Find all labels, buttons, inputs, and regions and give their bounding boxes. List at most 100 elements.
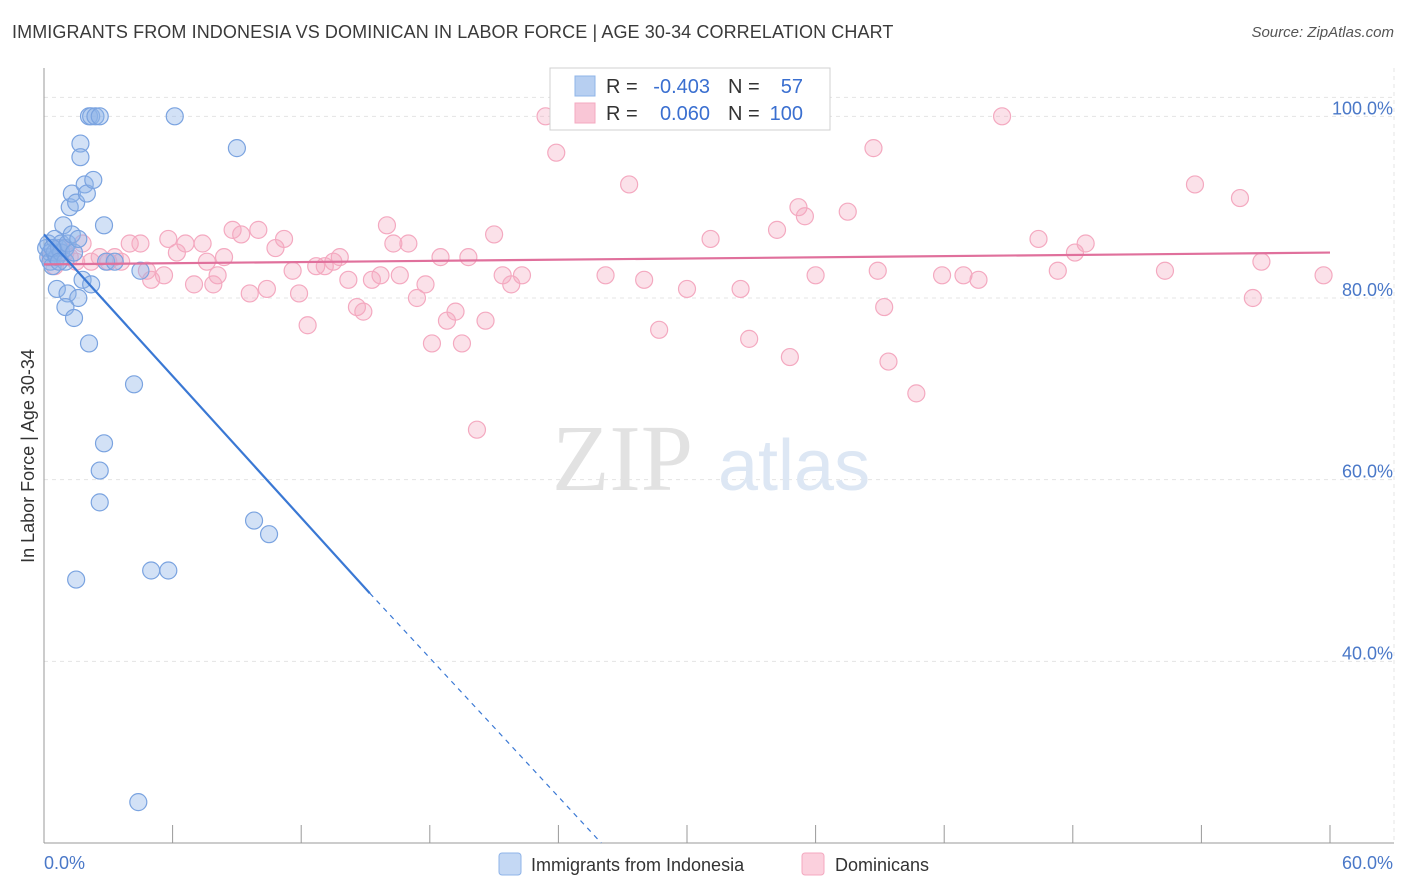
chart-source: Source: ZipAtlas.com	[1251, 24, 1394, 41]
axes-layer	[43, 68, 1394, 844]
dominicans-point	[1230, 188, 1250, 208]
indonesia-point	[131, 261, 150, 280]
indonesia-point	[67, 570, 86, 589]
dominicans-point	[1076, 234, 1095, 253]
dominicans-point	[407, 288, 427, 308]
indonesia-trend-extension	[369, 592, 602, 844]
indonesia-point	[124, 375, 144, 394]
dominicans-point	[596, 266, 615, 285]
dominicans-point	[193, 234, 212, 253]
dominicans-point	[377, 216, 397, 235]
dominicans-point	[416, 275, 435, 294]
dominicans-point	[431, 248, 450, 267]
dominicans-point	[932, 266, 952, 285]
legend-label-dominicans[interactable]: Dominicans	[835, 855, 929, 875]
chart-title: IMMIGRANTS FROM INDONESIA VS DOMINICAN I…	[12, 22, 894, 42]
dominicans-point	[208, 266, 227, 285]
dominicans-point	[384, 234, 403, 253]
dominicans-point	[512, 266, 532, 285]
x-tick-label-max: 60.0%	[1342, 853, 1393, 873]
dominicans-trend-line	[43, 251, 1331, 266]
indonesia-point	[58, 284, 77, 303]
indonesia-point	[90, 107, 109, 126]
indonesia-point	[142, 561, 161, 580]
stats-r-value-indonesia: -0.403	[653, 76, 710, 98]
dominicans-point	[467, 420, 487, 439]
dominicans-point	[283, 261, 302, 280]
dominicans-point	[907, 384, 926, 403]
indonesia-point	[94, 434, 114, 453]
dominicans-point	[154, 266, 174, 285]
dominicans-point	[223, 220, 242, 239]
indonesia-point	[64, 243, 84, 262]
dominicans-point	[1155, 261, 1175, 280]
stats-n-label-dominicans: N =	[728, 103, 760, 125]
indonesia-point	[159, 561, 178, 580]
y-tick-label: 60.0%	[1342, 462, 1393, 482]
dominicans-point	[1314, 266, 1333, 285]
stats-swatch-dominicans	[574, 102, 596, 124]
indonesia-point	[71, 134, 90, 153]
dominicans-point	[701, 229, 720, 249]
stats-r-value-dominicans: 0.060	[660, 103, 710, 125]
indonesia-point	[259, 525, 279, 544]
dominicans-point	[635, 270, 654, 289]
dominicans-point	[131, 234, 150, 253]
dominicans-point	[731, 279, 750, 299]
y-axis-label: In Labor Force | Age 30-34	[18, 349, 38, 563]
dominicans-point	[390, 266, 409, 285]
dominicans-point	[159, 229, 178, 249]
y-tick-label: 80.0%	[1342, 280, 1393, 300]
dominicans-point	[422, 334, 442, 353]
dominicans-point	[399, 234, 418, 253]
dominicans-point	[875, 297, 894, 317]
watermark: ZIP atlas	[552, 407, 870, 511]
dominicans-point	[120, 234, 139, 253]
indonesia-point	[64, 308, 84, 328]
indonesia-trend-line	[43, 233, 371, 594]
dominicans-point	[1243, 288, 1262, 308]
stats-n-label-indonesia: N =	[728, 76, 760, 98]
legend-label-indonesia[interactable]: Immigrants from Indonesia	[531, 855, 745, 875]
dominicans-point	[137, 261, 156, 280]
stats-swatch-indonesia	[574, 75, 596, 97]
stats-box: R = -0.403 N = 57 R = 0.060 N = 100	[549, 67, 831, 131]
indonesia-point	[90, 493, 109, 512]
dominicans-point	[795, 207, 814, 226]
indonesia-point	[94, 216, 114, 235]
dominicans-point	[339, 270, 358, 289]
indonesia-point	[84, 170, 103, 190]
dominicans-point	[954, 266, 973, 285]
dominicans-point	[446, 302, 465, 321]
x-tick-label-min: 0.0%	[44, 853, 85, 873]
indonesia-point	[227, 139, 246, 158]
dominicans-point	[257, 279, 277, 299]
dominicans-point	[197, 252, 216, 271]
series-dominicans-points	[41, 107, 1333, 439]
dominicans-point	[969, 270, 988, 289]
stats-r-label-indonesia: R =	[606, 76, 638, 98]
trend-layer	[43, 233, 1331, 844]
indonesia-point	[86, 107, 105, 126]
stats-r-label-dominicans: R =	[606, 103, 638, 125]
dominicans-point	[330, 248, 349, 267]
indonesia-point	[73, 270, 92, 289]
dominicans-point	[780, 347, 799, 367]
indonesia-point	[47, 279, 66, 299]
dominicans-point	[176, 234, 195, 253]
dominicans-point	[112, 252, 131, 271]
dominicans-point	[371, 266, 390, 285]
indonesia-point	[165, 107, 184, 126]
dominicans-point	[249, 220, 268, 239]
dominicans-point	[240, 284, 259, 303]
watermark-atlas: atlas	[718, 426, 870, 506]
indonesia-point	[71, 148, 90, 167]
dominicans-point	[1252, 252, 1271, 271]
legend-swatch-dominicans[interactable]	[801, 852, 825, 876]
legend-swatch-indonesia[interactable]	[498, 852, 522, 876]
dominicans-point	[354, 302, 373, 321]
indonesia-point	[90, 461, 109, 480]
indonesia-point	[105, 252, 124, 271]
dominicans-point	[452, 334, 472, 353]
